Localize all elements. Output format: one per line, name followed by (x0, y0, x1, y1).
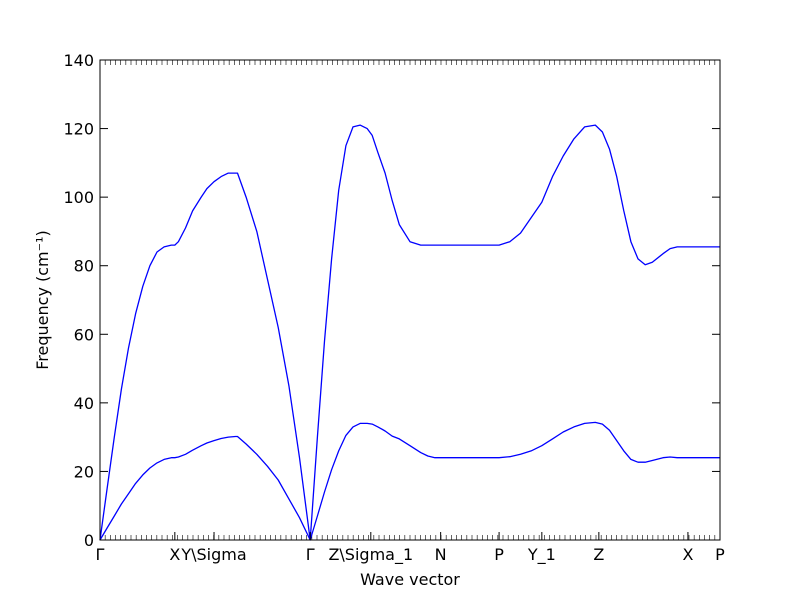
plot-frame (99, 59, 721, 541)
y-tick-label: 20 (74, 462, 94, 481)
x-tick-label: Γ (96, 545, 105, 564)
y-axis-label: Frequency (cm⁻¹) (33, 230, 52, 369)
y-tick-label: 40 (74, 394, 94, 413)
x-tick-label: N (435, 545, 447, 564)
series-line-1 (99, 124, 720, 541)
y-tick-label: 80 (74, 257, 94, 276)
y-tick-label: 0 (84, 531, 94, 550)
x-axis-label: Wave vector (360, 570, 460, 589)
minor-ticks (99, 60, 721, 540)
x-tick-label: P (494, 545, 504, 564)
x-tick-label: Γ (306, 545, 315, 564)
x-tick-label: Z\Sigma_1 (328, 545, 413, 565)
y-tick-label: 60 (74, 325, 94, 344)
x-tick-label: P (715, 545, 725, 564)
series-layer (99, 124, 720, 541)
x-tick-label: Y\Sigma (180, 545, 246, 564)
y-tick-label: 120 (63, 120, 94, 139)
x-ticks: Γ X Y\Sigma Γ Z\Sigma_1 N P Y_1 Z X P (96, 532, 725, 565)
x-tick-label: Y_1 (527, 545, 556, 565)
x-tick-label: Z (593, 545, 604, 564)
y-tick-label: 100 (63, 188, 94, 207)
y-ticks: 0 20 40 60 80 100 120 140 (63, 51, 720, 550)
plot-area (100, 60, 720, 540)
series-line-2 (99, 421, 720, 541)
y-tick-label: 140 (63, 51, 94, 70)
x-tick-label: X (682, 545, 693, 564)
x-tick-label: X (169, 545, 180, 564)
